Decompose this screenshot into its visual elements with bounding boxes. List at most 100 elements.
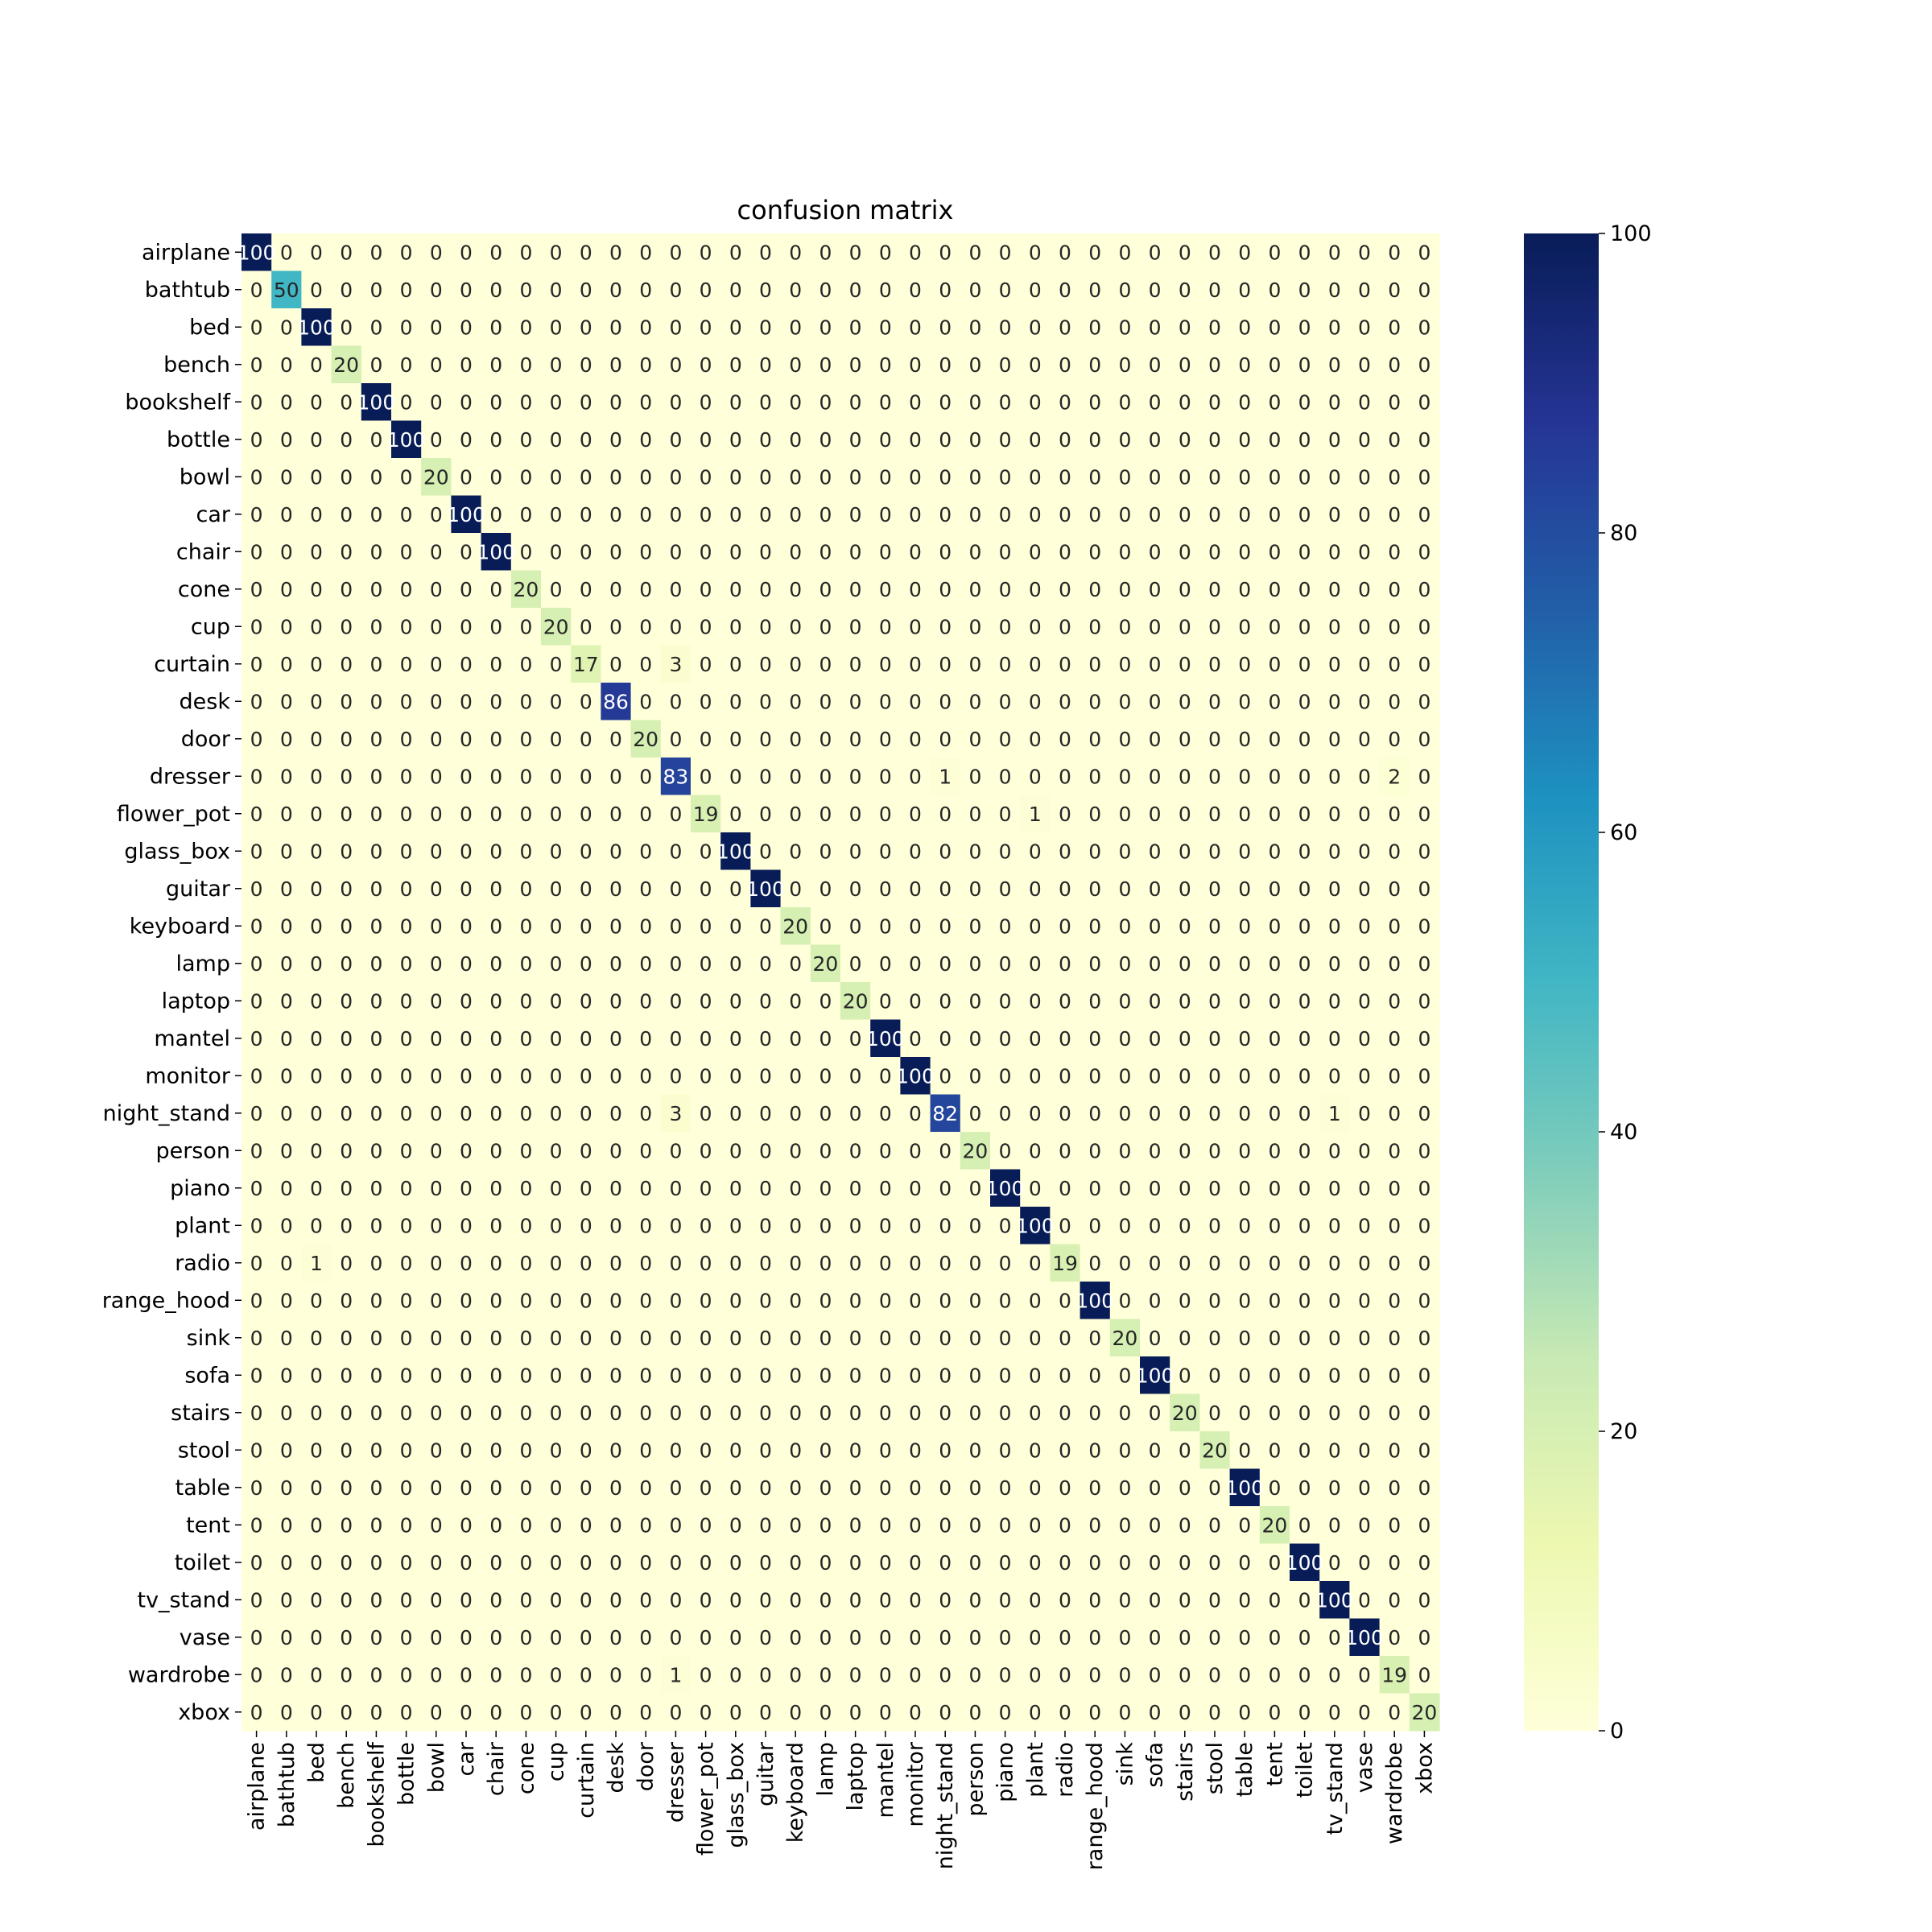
heatmap-cell [1140, 570, 1170, 609]
cell-value-label: 0 [1238, 1064, 1251, 1088]
cell-value-label: 0 [999, 653, 1012, 676]
heatmap-cell [571, 1132, 601, 1170]
cell-value-label: 0 [489, 578, 502, 601]
heatmap-cell [660, 832, 691, 871]
cell-value-label: 0 [1029, 578, 1042, 601]
cell-value-label: 0 [550, 1177, 563, 1200]
cell-value-label: 0 [609, 1252, 622, 1275]
cell-value-label: 0 [460, 803, 473, 826]
cell-value-label: 0 [759, 803, 772, 826]
heatmap-cell [900, 533, 931, 572]
heatmap-cell [271, 495, 302, 534]
cell-value-label: 0 [639, 316, 652, 339]
cell-value-label: 0 [1358, 1663, 1371, 1686]
y-tick-label: stool [178, 1438, 230, 1463]
cell-value-label: 0 [909, 914, 922, 938]
heatmap-cell [481, 345, 512, 384]
heatmap-cell [990, 869, 1021, 908]
heatmap-cell [1020, 1132, 1051, 1170]
cell-value-label: 0 [1238, 728, 1251, 751]
heatmap-cell [331, 795, 362, 833]
heatmap-cell [810, 720, 841, 758]
heatmap-cell [391, 944, 422, 983]
heatmap-cell [960, 832, 991, 871]
cell-value-label: 0 [1328, 316, 1341, 339]
cell-value-label: 0 [1179, 316, 1191, 339]
heatmap-cell [1140, 270, 1170, 309]
colorbar [1524, 233, 1599, 1731]
heatmap-cell [451, 420, 482, 459]
heatmap-cell [1319, 533, 1350, 572]
heatmap-cell [960, 869, 991, 908]
cell-value-label: 0 [729, 1588, 742, 1612]
cell-value-label: 0 [968, 1663, 981, 1686]
heatmap-cell [1199, 832, 1231, 871]
heatmap-cell [870, 458, 901, 497]
cell-value-label: 0 [609, 1139, 622, 1162]
cell-value-label: 0 [580, 390, 592, 414]
cell-value-label: 0 [400, 840, 413, 863]
cell-value-label: 0 [700, 1476, 712, 1500]
cell-value-label: 0 [789, 840, 802, 863]
cell-value-label: 0 [1208, 728, 1221, 751]
heatmap-cell [750, 495, 782, 534]
y-tick-label: chair [176, 539, 231, 564]
cell-value-label: 0 [879, 615, 892, 638]
heatmap-cell [391, 720, 422, 758]
cell-value-label: 0 [849, 1327, 862, 1350]
heatmap-cell [1259, 1057, 1290, 1096]
cell-value-label: 0 [700, 1102, 712, 1125]
heatmap-cell [510, 645, 542, 683]
heatmap-cell [900, 832, 931, 871]
cell-value-label: 0 [1268, 615, 1281, 638]
heatmap-cell [630, 944, 662, 983]
cell-value-label: 0 [1088, 241, 1101, 264]
heatmap-cell [1349, 233, 1381, 272]
heatmap-cell [1020, 308, 1051, 347]
heatmap-cell [1409, 1019, 1440, 1058]
heatmap-cell [630, 570, 662, 609]
cell-value-label: 0 [1208, 690, 1221, 713]
cell-value-label: 0 [1238, 316, 1251, 339]
cell-value-label: 0 [789, 1177, 802, 1200]
cell-value-label: 0 [909, 578, 922, 601]
cell-value-label: 0 [879, 390, 892, 414]
cell-value-label: 0 [789, 540, 802, 564]
cell-value-label: 0 [669, 316, 682, 339]
heatmap-cell [1290, 645, 1320, 683]
cell-value-label: 0 [1029, 503, 1042, 526]
heatmap-cell [301, 1094, 332, 1133]
heatmap-cell [780, 1094, 811, 1133]
heatmap-cell [510, 1132, 542, 1170]
cell-value-label: 0 [1208, 1139, 1221, 1162]
cell-value-label: 0 [1059, 1588, 1071, 1612]
heatmap-cell [1080, 383, 1111, 422]
cell-value-label: 0 [280, 1177, 293, 1200]
cell-value-label: 0 [1388, 1214, 1401, 1237]
heatmap-cell [780, 533, 811, 572]
heatmap-cell [541, 495, 572, 534]
cell-value-label: 0 [400, 1064, 413, 1088]
heatmap-cell [660, 1169, 691, 1208]
heatmap-cell [1020, 944, 1051, 983]
cell-value-label: 0 [609, 653, 622, 676]
heatmap-cell [810, 869, 841, 908]
cell-value-label: 0 [430, 241, 443, 264]
cell-value-label: 0 [999, 1626, 1012, 1649]
cell-value-label: 0 [1088, 1439, 1101, 1462]
cell-value-label: 0 [280, 1439, 293, 1462]
heatmap-cell [242, 458, 272, 497]
heatmap-cell [990, 720, 1021, 758]
cell-value-label: 0 [340, 653, 353, 676]
heatmap-cell [870, 495, 901, 534]
cell-value-label: 0 [1238, 390, 1251, 414]
cell-value-label: 0 [1059, 1139, 1071, 1162]
cell-value-label: 0 [1418, 1064, 1430, 1088]
cell-value-label: 0 [430, 1476, 443, 1500]
heatmap-cell [750, 570, 782, 609]
heatmap-cell [1170, 495, 1200, 534]
heatmap-cell [750, 795, 782, 833]
cell-value-label: 0 [1328, 1177, 1341, 1200]
heatmap-cell [750, 458, 782, 497]
heatmap-cell [601, 233, 632, 272]
